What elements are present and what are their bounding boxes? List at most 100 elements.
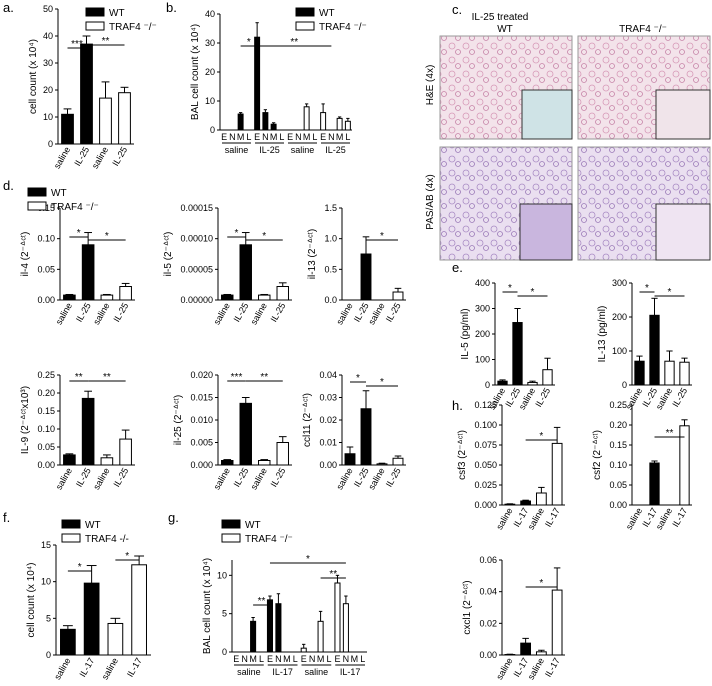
x-tick-label: E (334, 654, 340, 664)
y-tick-label: 40 (43, 31, 53, 41)
y-tick-label: 0.00 (319, 460, 337, 470)
bar (343, 604, 348, 652)
bar (498, 381, 507, 385)
legend-label: WT (319, 8, 335, 19)
legend-label: WT (109, 8, 125, 19)
bar (536, 652, 546, 655)
inset (520, 204, 572, 260)
y-tick-label: 40 (205, 9, 215, 19)
panel-letter: f. (3, 510, 10, 525)
bar (680, 362, 689, 385)
bar (393, 458, 403, 465)
group-label: IL-17 (340, 667, 361, 677)
x-tick-label: saline (366, 301, 386, 326)
x-tick-label: N (275, 654, 282, 664)
y-tick-label: 15 (41, 540, 51, 550)
y-tick-label: 50 (43, 4, 53, 14)
panel-letter: d. (3, 178, 14, 193)
y-tick-label: 0.100 (474, 420, 497, 430)
y-tick-label: 5 (222, 609, 227, 619)
y-tick-label: 300 (612, 278, 627, 288)
bar (377, 464, 387, 465)
y-tick-label: 0 (48, 139, 53, 149)
x-tick-label: M (317, 654, 325, 664)
x-tick-label: saline (249, 466, 269, 491)
y-axis-label: csf3 (2⁻ᐞᶜᵗ) (457, 430, 468, 480)
x-tick-label: IL-25 (269, 301, 288, 324)
bar (536, 493, 546, 505)
bar (318, 621, 323, 652)
x-tick-label: saline (249, 301, 269, 326)
bar (64, 295, 76, 300)
x-tick-label: M (270, 132, 278, 142)
y-tick-label: 0.03 (319, 393, 337, 403)
legend-swatch (222, 534, 240, 542)
y-tick-label: 0.02 (319, 415, 337, 425)
y-tick-label: 0.15 (37, 406, 55, 416)
bar (100, 98, 112, 144)
y-tick-label: 0 (222, 647, 227, 657)
y-tick-label: 100 (612, 346, 627, 356)
x-tick-label: N (241, 654, 248, 664)
x-tick-label: saline (100, 656, 120, 681)
y-tick-label: 0.005 (190, 438, 213, 448)
bar (222, 461, 233, 466)
bar (263, 113, 268, 130)
inset (656, 204, 710, 260)
x-tick-label: IL-25 (670, 386, 689, 409)
x-tick-label: M (336, 132, 344, 142)
x-tick-label: saline (526, 506, 546, 531)
y-axis-label: il-13 (2⁻ᐞᶜᵗ) (307, 229, 318, 279)
bar (240, 403, 251, 465)
y-tick-label: 0.015 (190, 393, 213, 403)
x-tick-label: L (345, 132, 350, 142)
y-axis-label: BAL cell count (x 10⁴) (190, 24, 201, 120)
legend-swatch (86, 22, 104, 30)
legend-label: TRAF4 ⁻/⁻ (109, 22, 157, 33)
panel-letter: g. (168, 510, 179, 525)
group-label: saline (237, 667, 261, 677)
significance-label: ** (260, 372, 268, 383)
panel-letter: e. (452, 260, 463, 275)
x-tick-label: E (267, 654, 273, 664)
y-tick-label: 0.00010 (180, 234, 213, 244)
x-tick-label: N (343, 654, 350, 664)
x-tick-label: saline (91, 301, 111, 326)
x-tick-label: IL-25 (111, 301, 130, 324)
bar (361, 254, 371, 300)
y-tick-label: 30 (43, 58, 53, 68)
bar (267, 600, 272, 652)
y-axis-label: IL-5 (pg/ml) (460, 308, 471, 359)
y-tick-label: 0.00 (37, 460, 55, 470)
x-tick-label: E (320, 132, 326, 142)
bar (82, 245, 94, 300)
y-tick-label: 0 (485, 380, 490, 390)
x-tick-label: L (360, 654, 365, 664)
legend-swatch (28, 188, 46, 196)
y-tick-label: 400 (475, 278, 490, 288)
legend-label: TRAF4 ⁻/⁻ (245, 534, 293, 545)
x-tick-label: E (221, 132, 227, 142)
y-tick-label: 20 (43, 85, 53, 95)
bar (255, 37, 260, 130)
x-tick-label: M (283, 654, 291, 664)
group-label: saline (225, 145, 249, 155)
y-axis-label: cxcl1 (2⁻ᐞᶜᵗ) (462, 580, 473, 634)
x-tick-label: IL-25 (269, 466, 288, 489)
y-axis-label: cell count (x 10⁴) (28, 39, 39, 114)
y-tick-label: 0.20 (609, 420, 627, 430)
x-tick-label: IL-17 (77, 656, 96, 679)
bar (101, 458, 113, 465)
legend-label: TRAF4 ⁻/⁻ (51, 202, 99, 213)
y-tick-label: 0.04 (479, 587, 497, 597)
y-tick-label: 300 (475, 304, 490, 314)
x-tick-label: saline (494, 506, 514, 531)
x-tick-label: IL-25 (384, 301, 403, 324)
micrograph-title: IL-25 treated (472, 12, 529, 23)
significance-label: * (668, 287, 672, 298)
